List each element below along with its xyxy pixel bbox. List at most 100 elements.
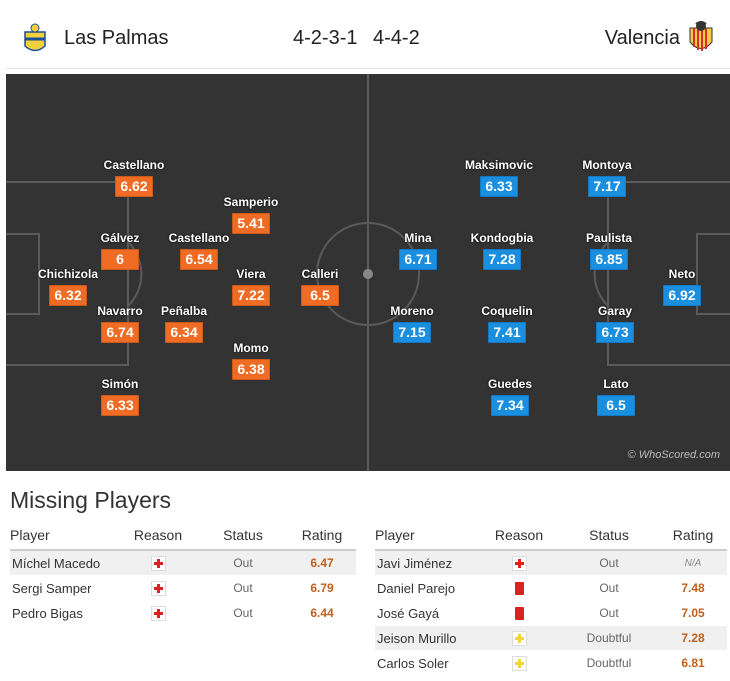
whoscored-watermark: © WhoScored.com bbox=[627, 449, 720, 461]
col-player[interactable]: Player bbox=[10, 521, 118, 551]
away-player-kondogbia[interactable]: Kondogbia 7.28 bbox=[467, 231, 537, 270]
player-name: Maksimovic bbox=[464, 158, 534, 172]
missing-player-name[interactable]: Sergi Samper bbox=[10, 575, 118, 601]
player-rating: 6.38 bbox=[232, 359, 270, 380]
away-player-paulista[interactable]: Paulista 6.85 bbox=[574, 231, 644, 270]
missing-player-name[interactable]: Míchel Macedo bbox=[10, 550, 118, 576]
player-name: Guedes bbox=[487, 377, 532, 391]
away-player-moreno[interactable]: Moreno 7.15 bbox=[377, 304, 447, 343]
missing-players-title: Missing Players bbox=[10, 487, 172, 513]
player-name: Momo bbox=[233, 341, 269, 355]
home-player-castellano-dm[interactable]: Castellano 6.54 bbox=[164, 231, 234, 270]
player-rating: 6.73 bbox=[596, 322, 634, 343]
table-row: Sergi Samper Out 6.79 bbox=[10, 575, 356, 601]
home-player-castellano-lb[interactable]: Castellano 6.62 bbox=[99, 158, 169, 197]
missing-player-name[interactable]: Javi Jiménez bbox=[375, 550, 479, 576]
col-status[interactable]: Status bbox=[198, 521, 288, 551]
red-card-icon[interactable] bbox=[514, 582, 524, 596]
col-reason[interactable]: Reason bbox=[118, 521, 198, 551]
player-name: Calleri bbox=[301, 267, 339, 281]
missing-rating: 6.47 bbox=[288, 550, 356, 576]
home-player-momo[interactable]: Momo 6.38 bbox=[216, 341, 286, 380]
missing-status: Out bbox=[559, 550, 659, 576]
col-status[interactable]: Status bbox=[559, 521, 659, 551]
player-rating: 6.62 bbox=[115, 176, 153, 197]
doubtful-icon[interactable] bbox=[511, 655, 527, 671]
player-name: Lato bbox=[603, 377, 629, 391]
player-name: Montoya bbox=[582, 158, 632, 172]
missing-player-name[interactable]: Jeison Murillo bbox=[375, 625, 479, 651]
missing-rating: N/A bbox=[659, 550, 727, 576]
injury-icon[interactable] bbox=[150, 605, 166, 621]
missing-rating: 6.44 bbox=[288, 600, 356, 626]
missing-player-name[interactable]: Daniel Parejo bbox=[375, 575, 479, 601]
home-player-navarro[interactable]: Navarro 6.74 bbox=[85, 304, 155, 343]
player-rating: 7.15 bbox=[393, 322, 431, 343]
header-divider bbox=[6, 68, 730, 69]
away-player-neto[interactable]: Neto 6.92 bbox=[647, 267, 717, 306]
player-rating: 6.92 bbox=[663, 285, 701, 306]
player-name: Neto bbox=[668, 267, 696, 281]
player-rating: 6.74 bbox=[101, 322, 139, 343]
away-player-maksimovic[interactable]: Maksimovic 6.33 bbox=[464, 158, 534, 197]
table-row: Javi Jiménez Out N/A bbox=[375, 550, 727, 576]
missing-rating: 6.81 bbox=[659, 650, 727, 676]
away-player-lato[interactable]: Lato 6.5 bbox=[581, 377, 651, 416]
player-name: Gálvez bbox=[100, 231, 140, 245]
player-rating: 6.32 bbox=[49, 285, 87, 306]
away-player-mina[interactable]: Mina 6.71 bbox=[383, 231, 453, 270]
table-row: José Gayá Out 7.05 bbox=[375, 600, 727, 626]
missing-rating: 7.48 bbox=[659, 575, 727, 601]
away-player-montoya[interactable]: Montoya 7.17 bbox=[572, 158, 642, 197]
missing-player-name[interactable]: Pedro Bigas bbox=[10, 600, 118, 626]
player-name: Viera bbox=[236, 267, 266, 281]
player-name: Kondogbia bbox=[470, 231, 534, 245]
player-rating: 6.54 bbox=[180, 249, 218, 270]
pitch: Chichizola 6.32 Castellano 6.62 Gálvez 6… bbox=[6, 74, 730, 471]
player-rating: 6.85 bbox=[590, 249, 628, 270]
missing-status: Out bbox=[559, 600, 659, 626]
table-row: Jeison Murillo Doubtful 7.28 bbox=[375, 625, 727, 651]
injury-icon[interactable] bbox=[511, 555, 527, 571]
table-row: Pedro Bigas Out 6.44 bbox=[10, 600, 356, 626]
missing-player-name[interactable]: Carlos Soler bbox=[375, 650, 479, 676]
away-player-garay[interactable]: Garay 6.73 bbox=[580, 304, 650, 343]
las-palmas-crest-icon[interactable] bbox=[22, 22, 48, 56]
player-rating: 7.28 bbox=[483, 249, 521, 270]
home-player-viera[interactable]: Viera 7.22 bbox=[216, 267, 286, 306]
col-rating[interactable]: Rating bbox=[659, 521, 727, 551]
away-team-name[interactable]: Valencia bbox=[604, 27, 680, 49]
player-rating: 6.5 bbox=[301, 285, 339, 306]
table-row: Carlos Soler Doubtful 6.81 bbox=[375, 650, 727, 676]
home-player-samperio[interactable]: Samperio 5.41 bbox=[216, 195, 286, 234]
home-player-simon[interactable]: Simón 6.33 bbox=[85, 377, 155, 416]
red-card-icon[interactable] bbox=[514, 607, 524, 621]
injury-icon[interactable] bbox=[150, 555, 166, 571]
player-name: Coquelin bbox=[481, 304, 533, 318]
pitch-markings bbox=[6, 74, 730, 471]
home-player-calleri[interactable]: Calleri 6.5 bbox=[285, 267, 355, 306]
player-rating: 5.41 bbox=[232, 213, 270, 234]
home-player-galvez[interactable]: Gálvez 6 bbox=[85, 231, 155, 270]
player-name: Samperio bbox=[223, 195, 279, 209]
table-row: Daniel Parejo Out 7.48 bbox=[375, 575, 727, 601]
valencia-crest-icon[interactable] bbox=[686, 20, 716, 56]
missing-rating: 7.05 bbox=[659, 600, 727, 626]
col-reason[interactable]: Reason bbox=[479, 521, 559, 551]
player-name: Simón bbox=[101, 377, 139, 391]
col-player[interactable]: Player bbox=[375, 521, 479, 551]
doubtful-icon[interactable] bbox=[511, 630, 527, 646]
player-rating: 6.71 bbox=[399, 249, 437, 270]
injury-icon[interactable] bbox=[150, 580, 166, 596]
missing-player-name[interactable]: José Gayá bbox=[375, 600, 479, 626]
away-player-coquelin[interactable]: Coquelin 7.41 bbox=[472, 304, 542, 343]
away-player-guedes[interactable]: Guedes 7.34 bbox=[475, 377, 545, 416]
table-row: Míchel Macedo Out 6.47 bbox=[10, 550, 356, 576]
home-team-name[interactable]: Las Palmas bbox=[64, 27, 169, 49]
match-header: Las Palmas 4-2-3-1 4-4-2 Valencia bbox=[0, 0, 730, 72]
col-rating[interactable]: Rating bbox=[288, 521, 356, 551]
missing-status: Out bbox=[559, 575, 659, 601]
home-player-chichizola[interactable]: Chichizola 6.32 bbox=[33, 267, 103, 306]
away-missing-table: Player Reason Status Rating Javi Jiménez… bbox=[375, 521, 727, 676]
home-player-penalba[interactable]: Peñalba 6.34 bbox=[149, 304, 219, 343]
